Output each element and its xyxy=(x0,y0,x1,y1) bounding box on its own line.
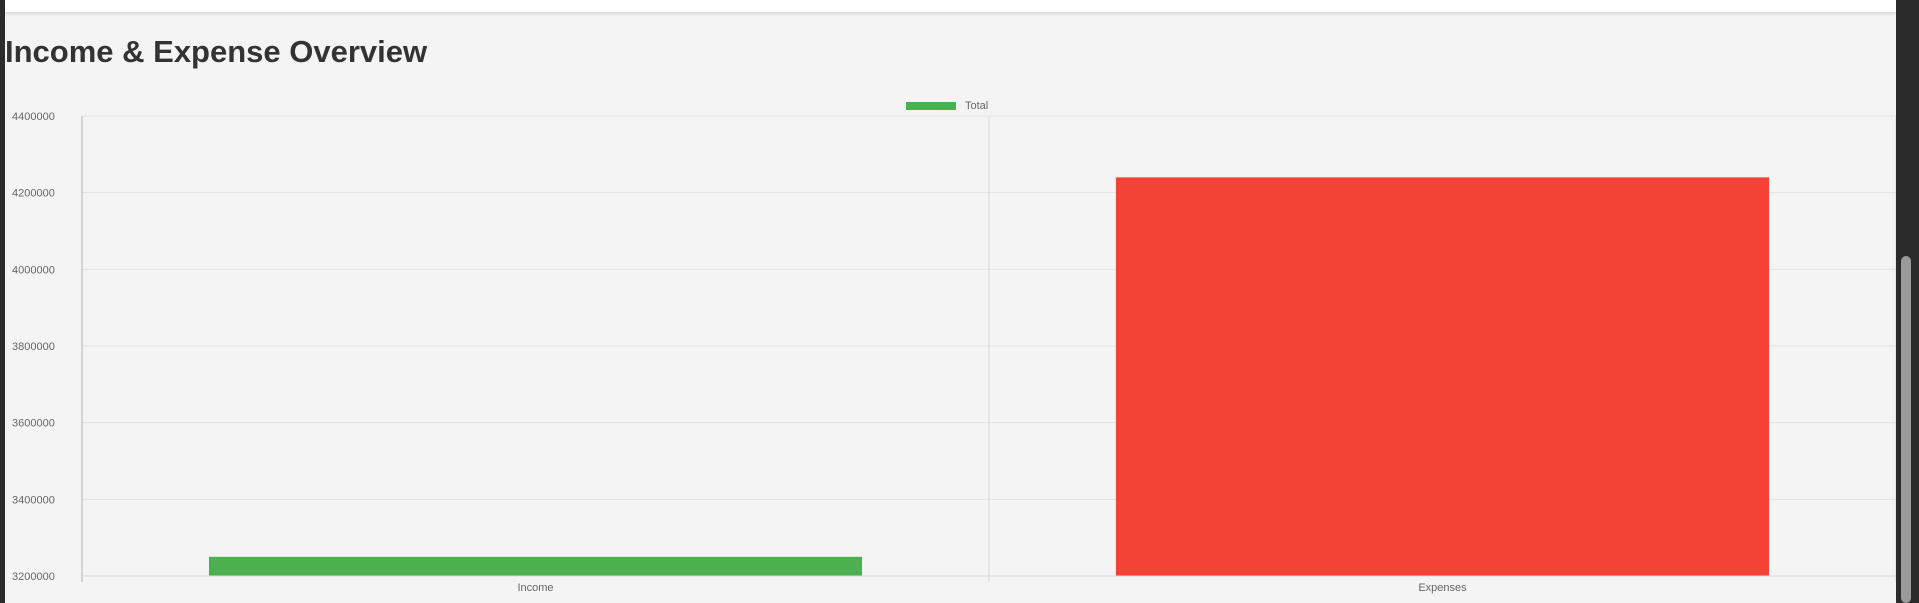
page-title: Income & Expense Overview xyxy=(5,34,428,69)
page: Income & Expense Overview 3200000 3400000… xyxy=(5,0,1896,603)
legend-label-total[interactable]: Total xyxy=(965,100,988,112)
income-expense-chart: 3200000 3400000 3600000 3800000 4000000 42000… xyxy=(12,100,1896,594)
chart-bars xyxy=(208,177,1770,577)
y-tick-label: 4200000 xyxy=(12,188,55,200)
y-tick-label: 3600000 xyxy=(12,418,55,430)
y-tick-label: 3200000 xyxy=(12,571,55,583)
chart-axes: 3200000 3400000 3600000 3800000 4000000 42000… xyxy=(12,111,1896,594)
scrollbar-thumb[interactable] xyxy=(1901,256,1911,603)
x-tick-label: Expenses xyxy=(1418,582,1467,594)
legend-swatch-total[interactable] xyxy=(906,102,956,110)
chart-legend[interactable]: Total xyxy=(906,100,988,112)
y-tick-label: 3800000 xyxy=(12,341,55,353)
bar-income[interactable] xyxy=(208,556,863,576)
y-tick-label: 4000000 xyxy=(12,264,55,276)
bar-expenses[interactable] xyxy=(1115,177,1770,577)
y-tick-label: 3400000 xyxy=(12,494,55,506)
top-bar xyxy=(5,0,1896,12)
y-tick-label: 4400000 xyxy=(12,111,55,123)
x-tick-label: Income xyxy=(517,582,553,594)
